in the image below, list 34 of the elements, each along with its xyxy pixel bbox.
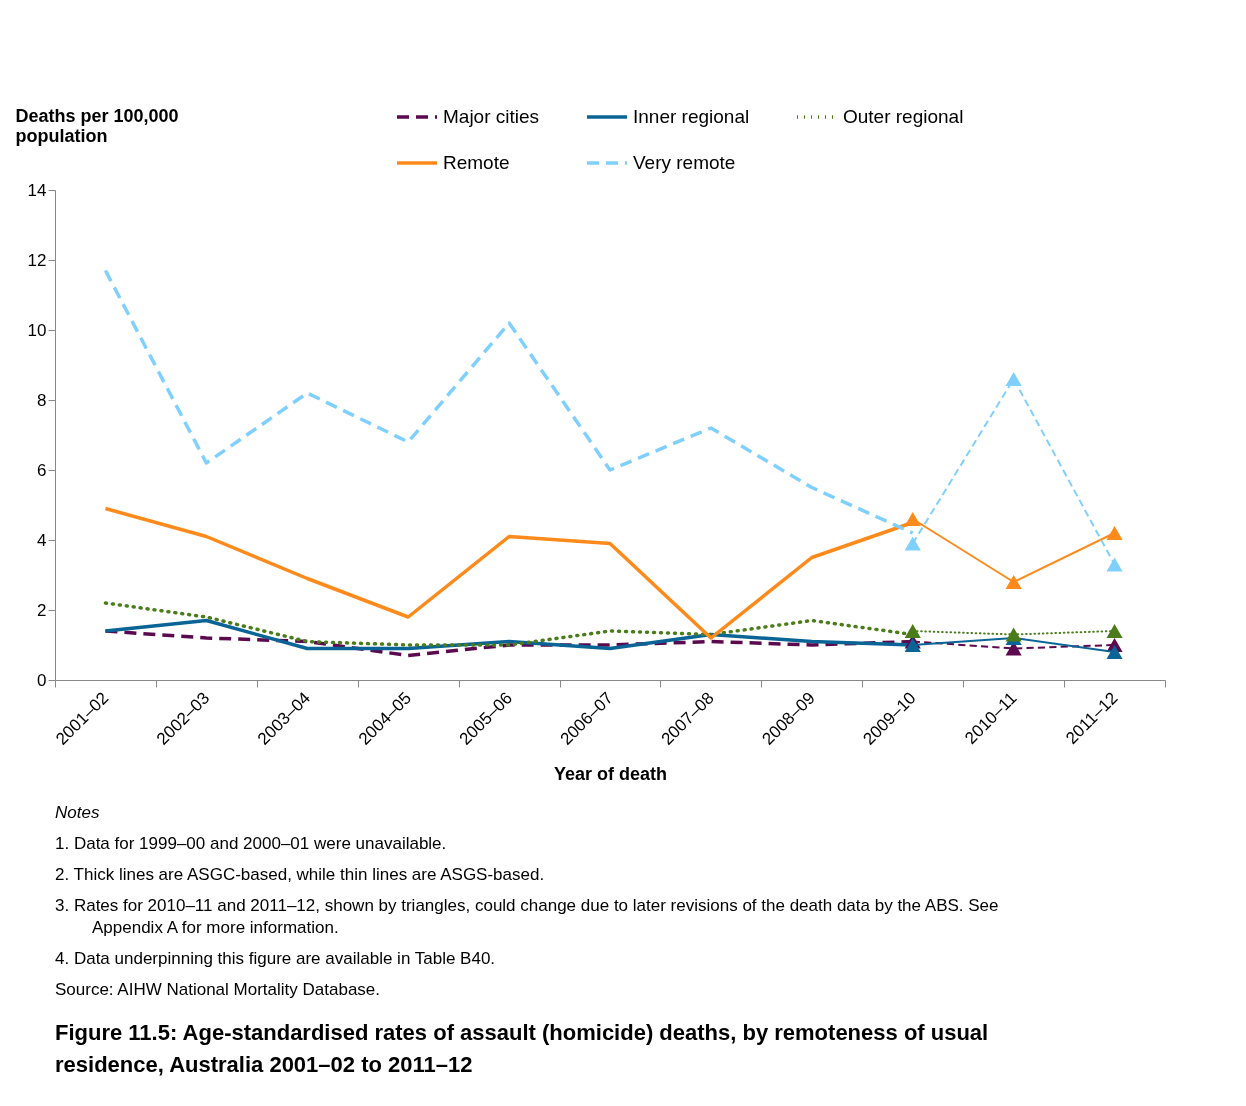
point xyxy=(1005,627,1022,642)
text: Figure 11.5: Age-standardised rates of assault (homicide) deaths, by remoteness of usual residence, Australia 2001–02 to 2011–12 xyxy=(55,1020,989,1077)
legend-label: Major cities xyxy=(443,106,540,127)
legend-label: Remote xyxy=(443,152,510,173)
point xyxy=(904,624,921,638)
y-tick-label: 0 xyxy=(37,670,47,690)
y-tick-label: 8 xyxy=(37,390,47,410)
x-axis-title: Year of death xyxy=(553,763,668,784)
point xyxy=(1005,575,1022,589)
point xyxy=(1106,526,1123,540)
y-tick-label: 6 xyxy=(37,460,47,480)
y-tick-label: 4 xyxy=(37,530,47,550)
text: Notes xyxy=(55,803,100,822)
point xyxy=(904,512,921,526)
y-tick-label: 2 xyxy=(37,600,47,620)
point xyxy=(904,536,921,551)
y-tick-label: 12 xyxy=(27,250,47,270)
legend-label: Outer regional xyxy=(843,106,964,127)
point xyxy=(1106,557,1123,572)
line-series xyxy=(103,268,915,535)
y-tick-label: 14 xyxy=(27,180,47,200)
point xyxy=(1005,372,1022,386)
text: 3. Rates for 2010–11 and 2011–12, shown by triangles, could change due to later revisions of the death data by the ABS. See Appendix A for more information. xyxy=(55,896,999,937)
source-note: Source: AIHW National Mortality Database. xyxy=(55,980,381,999)
text: 1. Data for 1999–00 and 2000–01 were unavailable. xyxy=(55,834,447,853)
point xyxy=(904,638,921,652)
text: 4. Data underpinning this figure are available in Table B40. xyxy=(55,949,496,968)
y-axis-title: Deaths per 100,000 population xyxy=(15,105,179,146)
text: 2. Thick lines are ASGC-based, while thin lines are ASGS-based. xyxy=(55,865,545,884)
legend-label: Inner regional xyxy=(633,106,750,127)
legend-label: Very remote xyxy=(633,152,736,173)
point xyxy=(1106,645,1123,659)
point xyxy=(1106,624,1123,638)
y-tick-label: 10 xyxy=(27,320,47,340)
